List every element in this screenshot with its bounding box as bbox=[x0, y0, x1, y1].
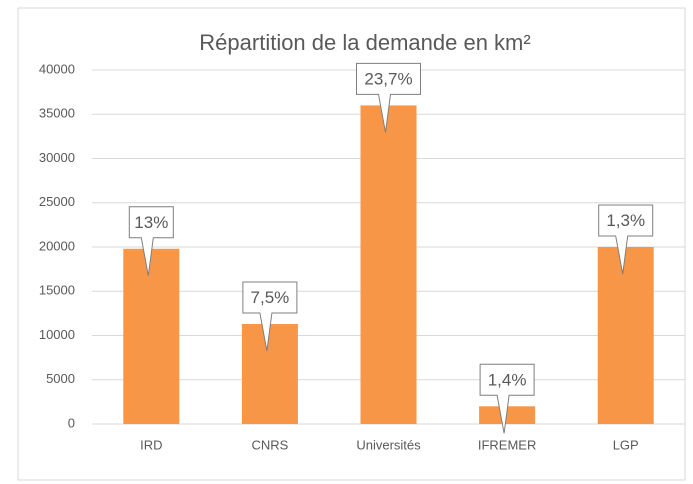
chart-title: Répartition de la demande en km² bbox=[199, 30, 530, 55]
bar bbox=[123, 248, 180, 424]
data-label: 1,4% bbox=[488, 370, 527, 389]
y-tick-label: 15000 bbox=[39, 283, 75, 298]
y-tick-label: 25000 bbox=[39, 194, 75, 209]
bar bbox=[479, 406, 536, 424]
x-tick-label: Universités bbox=[356, 437, 421, 452]
x-tick-label: LGP bbox=[613, 437, 639, 452]
callout bbox=[479, 363, 535, 434]
chart-border bbox=[17, 7, 686, 481]
x-tick-label: CNRS bbox=[251, 437, 288, 452]
callout bbox=[128, 206, 174, 276]
bar bbox=[360, 105, 417, 425]
callout bbox=[242, 281, 298, 352]
callout bbox=[598, 204, 654, 275]
y-tick-label: 5000 bbox=[46, 371, 75, 386]
y-tick-label: 35000 bbox=[39, 106, 75, 121]
y-tick-label: 0 bbox=[68, 415, 75, 430]
callout bbox=[356, 62, 421, 133]
bar bbox=[241, 323, 298, 424]
y-tick-label: 30000 bbox=[39, 150, 75, 165]
data-label: 13% bbox=[134, 213, 168, 232]
data-label: 23,7% bbox=[364, 69, 412, 88]
x-tick-label: IFREMER bbox=[478, 437, 537, 452]
x-tick-label: IRD bbox=[140, 437, 162, 452]
y-tick-label: 40000 bbox=[39, 61, 75, 76]
data-label: 7,5% bbox=[251, 288, 290, 307]
y-tick-label: 10000 bbox=[39, 327, 75, 342]
y-tick-label: 20000 bbox=[39, 238, 75, 253]
bar bbox=[597, 247, 654, 424]
data-label: 1,3% bbox=[606, 211, 645, 230]
